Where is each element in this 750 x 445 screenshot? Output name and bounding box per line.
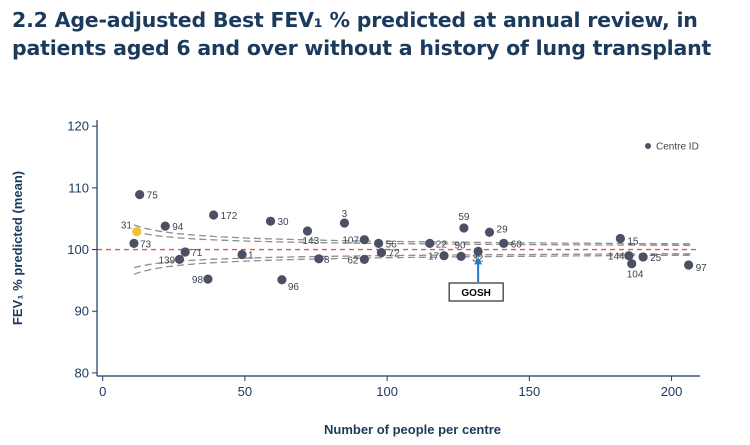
data-point-71: [180, 247, 190, 257]
data-point-144: [624, 251, 634, 261]
data-point-31: [132, 227, 142, 237]
legend-marker: [645, 143, 651, 149]
legend-label: Centre ID: [656, 142, 699, 153]
point-label-143: 143: [302, 236, 319, 247]
y-tick-label: 90: [75, 304, 89, 319]
x-tick-label: 150: [518, 384, 540, 399]
data-point-139: [174, 254, 185, 265]
point-label-15: 15: [627, 236, 639, 247]
data-point-32: [473, 246, 483, 256]
point-label-22: 22: [436, 239, 448, 250]
page-title: 2.2 Age-adjusted Best FEV₁ % predicted a…: [12, 6, 748, 62]
point-label-90: 90: [455, 240, 467, 251]
data-point-97: [684, 260, 694, 270]
y-tick-label: 120: [67, 119, 89, 134]
data-point-143: [302, 226, 313, 236]
data-point-60: [499, 238, 509, 248]
point-label-25: 25: [650, 253, 662, 264]
data-point-94: [160, 221, 170, 231]
data-point-107: [359, 235, 369, 245]
point-label-75: 75: [147, 191, 159, 202]
data-point-90: [456, 251, 466, 261]
point-label-73: 73: [140, 239, 152, 250]
point-label-31: 31: [121, 221, 133, 232]
data-point-29: [484, 227, 495, 237]
data-point-3: [339, 218, 350, 228]
point-label-104: 104: [627, 270, 644, 281]
data-point-25: [638, 252, 648, 262]
legend: Centre ID: [645, 142, 699, 153]
data-points: [129, 190, 694, 285]
funnel-inner-lower-limit: [133, 253, 692, 269]
point-label-139: 139: [158, 255, 175, 266]
annotation-box: [448, 282, 504, 302]
y-tick-label: 110: [68, 180, 89, 195]
funnel-inner-upper-limit: [133, 230, 692, 246]
x-tick-label: 50: [238, 384, 252, 399]
x-tick-label: 100: [376, 384, 398, 399]
y-tick-label: 80: [75, 365, 89, 380]
point-label-172: 172: [221, 211, 238, 222]
data-point-62: [359, 254, 369, 265]
point-label-56: 56: [386, 239, 398, 250]
data-point-15: [615, 233, 625, 244]
point-label-97: 97: [696, 263, 708, 274]
data-point-75: [135, 190, 145, 200]
data-point-56: [373, 238, 384, 248]
point-label-3: 3: [342, 209, 348, 220]
point-label-144: 144: [608, 252, 625, 263]
x-tick-label: 200: [661, 384, 683, 399]
annotation-arrow-head: [474, 257, 483, 265]
point-label-30: 30: [278, 217, 290, 228]
reference-lines: [97, 224, 700, 275]
data-point-104: [627, 259, 637, 269]
data-point-1: [237, 249, 247, 260]
plot-frame: [97, 120, 700, 376]
point-label-71: 71: [191, 248, 203, 259]
point-label-59: 59: [458, 212, 470, 223]
data-point-96: [277, 275, 287, 285]
point-label-72: 72: [388, 249, 400, 260]
y-tick-label: 100: [67, 242, 89, 257]
title-line-1: 2.2 Age-adjusted Best FEV₁ % predicted a…: [12, 8, 698, 32]
data-point-98: [203, 274, 213, 284]
point-label-107: 107: [342, 236, 359, 247]
title-line-2: patients aged 6 and over without a histo…: [12, 36, 712, 60]
point-label-60: 60: [511, 239, 523, 250]
point-label-94: 94: [172, 222, 184, 233]
point-label-98: 98: [192, 275, 204, 286]
plot-background: [97, 120, 700, 376]
point-label-29: 29: [497, 224, 509, 235]
point-label-17: 17: [428, 252, 440, 263]
axes: 80 90 100 110 120 0 50 100 150 200: [67, 119, 700, 399]
data-point-22: [425, 238, 435, 248]
point-label-8: 8: [324, 255, 330, 266]
point-label-96: 96: [288, 282, 300, 293]
funnel-outer-lower-limit: [133, 254, 692, 275]
annotation-text: GOSH: [461, 288, 490, 299]
data-point-8: [314, 254, 324, 264]
data-point-17: [439, 251, 449, 261]
data-point-73: [129, 238, 139, 248]
y-axis-label: FEV₁ % predicted (mean): [10, 171, 25, 325]
point-label-62: 62: [347, 255, 359, 266]
gosh-annotation: GOSH: [448, 257, 504, 302]
data-point-72: [376, 248, 387, 258]
data-point-172: [209, 210, 219, 220]
data-point-59: [459, 223, 469, 233]
point-label-1: 1: [248, 250, 254, 261]
x-tick-label: 0: [99, 384, 106, 399]
data-point-30: [265, 216, 276, 226]
x-axis-label: Number of people per centre: [324, 422, 501, 437]
funnel-outer-upper-limit: [133, 224, 692, 245]
